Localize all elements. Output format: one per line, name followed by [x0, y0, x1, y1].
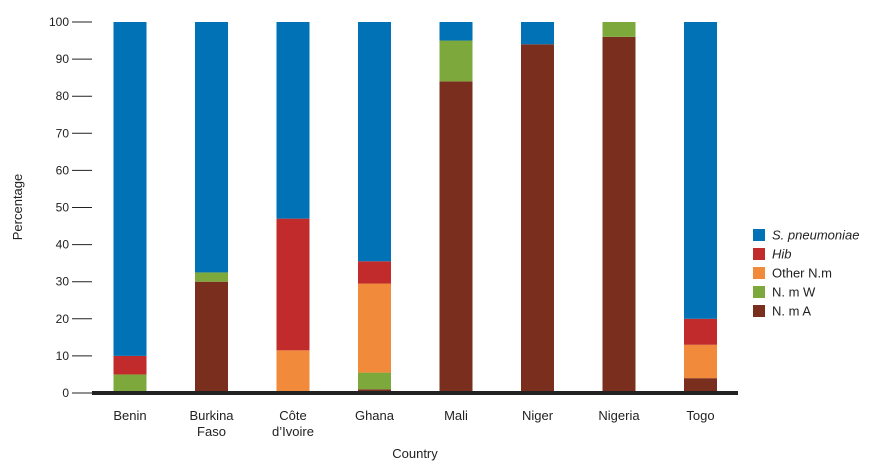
legend-item: Other N.m	[753, 266, 832, 281]
x-tick-label: Burkina Faso	[189, 408, 234, 439]
bar-segment	[195, 281, 228, 393]
bar-segment	[684, 22, 717, 319]
bar-segment	[113, 22, 147, 356]
legend-item: N. m W	[753, 285, 816, 300]
bar-segment	[439, 22, 473, 41]
y-tick-label: 90	[56, 52, 70, 66]
y-tick-label: 60	[56, 163, 70, 177]
legend-swatch	[753, 286, 765, 298]
bar-segment	[602, 22, 636, 37]
legend-label: Hib	[772, 247, 792, 262]
bar-segment	[358, 283, 391, 373]
legend-item: N. m A	[753, 304, 811, 319]
bar-segment	[276, 22, 310, 219]
bar-segment	[602, 36, 636, 394]
y-tick-label: 50	[56, 201, 70, 215]
legend-label: N. m A	[772, 304, 811, 319]
bar-segment	[195, 272, 228, 282]
bar-segment	[358, 372, 391, 390]
legend-swatch	[753, 267, 765, 279]
x-tick-label: Mali	[444, 408, 468, 423]
y-tick-label: 100	[49, 15, 69, 29]
y-tick-label: 70	[56, 126, 70, 140]
bar-segment	[439, 40, 473, 82]
y-tick-label: 30	[56, 275, 70, 289]
x-tick-label: Niger	[522, 408, 554, 423]
bar-segment	[276, 218, 310, 351]
y-axis-ticks: 0 10 20 30 40 50 60 70 80 90 100	[49, 15, 92, 400]
bar-segment	[113, 355, 147, 375]
legend: S. pneumoniae Hib Other N.m N. m W N. m A	[753, 228, 859, 319]
bar-segment	[113, 374, 147, 392]
x-axis-tick-labels: Benin Burkina Faso Côte d’Ivoire Ghana Mali Nig…	[113, 408, 714, 439]
legend-swatch	[753, 248, 765, 260]
x-axis-title: Country	[392, 446, 438, 461]
legend-item: Hib	[753, 247, 792, 262]
legend-swatch	[753, 305, 765, 317]
x-tick-label: Côte d’Ivoire	[272, 408, 314, 439]
legend-label: Other N.m	[772, 266, 832, 281]
x-tick-label: Benin	[113, 408, 146, 423]
bar-segment	[521, 22, 554, 45]
bar-segment	[358, 261, 391, 284]
x-tick-label: Togo	[686, 408, 714, 423]
x-tick-label: Nigeria	[598, 408, 640, 423]
bar-segment	[521, 44, 554, 393]
legend-swatch	[753, 229, 765, 241]
y-tick-label: 40	[56, 238, 70, 252]
bar-segment	[684, 318, 717, 345]
y-tick-label: 0	[62, 386, 69, 400]
bars	[113, 22, 717, 394]
bar-segment	[195, 22, 228, 273]
bar-segment	[684, 344, 717, 379]
y-tick-label: 20	[56, 312, 70, 326]
y-axis-title: Percentage	[10, 174, 25, 241]
y-tick-label: 10	[56, 349, 70, 363]
x-tick-label: Ghana	[355, 408, 395, 423]
legend-item: S. pneumoniae	[753, 228, 859, 243]
bar-segment	[684, 378, 717, 393]
bar-segment	[439, 81, 473, 394]
legend-label: S. pneumoniae	[772, 228, 859, 243]
y-tick-label: 80	[56, 89, 70, 103]
legend-label: N. m W	[772, 285, 816, 300]
bar-segment	[276, 350, 310, 393]
bar-segment	[358, 22, 391, 262]
